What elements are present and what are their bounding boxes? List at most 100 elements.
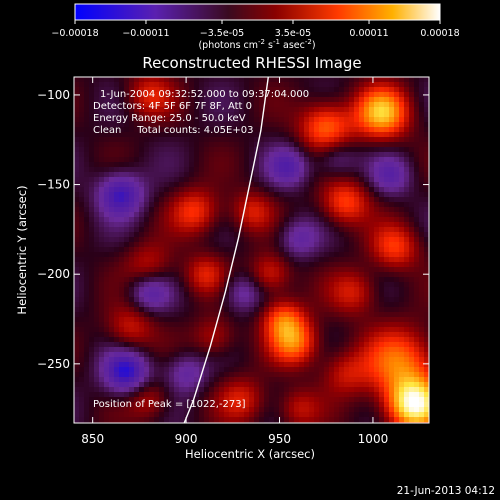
heatmap-cell [294, 167, 300, 173]
heatmap-cell [104, 207, 110, 213]
heatmap-cell [169, 182, 175, 188]
heatmap-cell [424, 157, 429, 163]
heatmap-cell [414, 177, 420, 183]
heatmap-cell [344, 367, 350, 373]
heatmap-cell [284, 77, 290, 83]
heatmap-cell [289, 267, 295, 273]
heatmap-cell [219, 172, 225, 178]
heatmap-cell [359, 157, 365, 163]
heatmap-cell [94, 87, 100, 93]
heatmap-cell [319, 162, 325, 168]
heatmap-cell [204, 277, 210, 283]
heatmap-cell [399, 337, 405, 343]
heatmap-cell [364, 342, 370, 348]
heatmap-cell [294, 347, 300, 353]
heatmap-cell [404, 172, 410, 178]
heatmap-cell [234, 317, 240, 323]
heatmap-cell [279, 247, 285, 253]
heatmap-cell [274, 402, 280, 408]
heatmap-cell [94, 382, 100, 388]
heatmap-cell [109, 117, 115, 123]
heatmap-cell [189, 92, 195, 98]
heatmap-cell [194, 372, 200, 378]
heatmap-cell [304, 187, 310, 193]
heatmap-cell [309, 277, 315, 283]
heatmap-cell [329, 157, 335, 163]
heatmap-cell [189, 97, 195, 103]
heatmap-cell [224, 362, 230, 368]
heatmap-cell [109, 207, 115, 213]
heatmap-cell [304, 372, 310, 378]
heatmap-cell [164, 137, 170, 143]
heatmap-cell [159, 187, 165, 193]
heatmap-cell [184, 182, 190, 188]
heatmap-cell [369, 382, 375, 388]
heatmap-cell [359, 152, 365, 158]
heatmap-cell [309, 357, 315, 363]
heatmap-cell [99, 122, 105, 128]
heatmap-cell [159, 87, 165, 93]
heatmap-cell [349, 187, 355, 193]
heatmap-cell [404, 372, 410, 378]
heatmap-cell [289, 377, 295, 383]
heatmap-cell [314, 327, 320, 333]
heatmap-cell [169, 177, 175, 183]
heatmap-cell [204, 202, 210, 208]
heatmap-cell [209, 202, 215, 208]
heatmap-cell [149, 297, 155, 303]
heatmap-cell [354, 302, 360, 308]
heatmap-cell [179, 207, 185, 213]
heatmap-cell [164, 397, 170, 403]
heatmap-cell [159, 247, 165, 253]
heatmap-cell [384, 127, 390, 133]
heatmap-cell [209, 317, 215, 323]
heatmap-cell [279, 147, 285, 153]
heatmap-cell [339, 247, 345, 253]
heatmap-cell [154, 277, 160, 283]
heatmap-cell [99, 172, 105, 178]
heatmap-cell [374, 232, 380, 238]
heatmap-cell [249, 242, 255, 248]
heatmap-cell [334, 237, 340, 243]
heatmap-cell [409, 117, 415, 123]
heatmap-cell [99, 312, 105, 318]
heatmap-cell [419, 372, 425, 378]
heatmap-cell [279, 392, 285, 398]
heatmap-cell [89, 417, 95, 423]
heatmap-cell [364, 202, 370, 208]
heatmap-cell [234, 117, 240, 123]
heatmap-cell [299, 382, 305, 388]
heatmap-cell [329, 387, 335, 393]
heatmap-cell [119, 237, 125, 243]
heatmap-cell [374, 372, 380, 378]
heatmap-cell [74, 212, 80, 218]
heatmap-cell [404, 187, 410, 193]
heatmap-cell [369, 112, 375, 118]
heatmap-cell [164, 122, 170, 128]
heatmap-cell [294, 147, 300, 153]
heatmap-cell [144, 237, 150, 243]
heatmap-cell [359, 352, 365, 358]
heatmap-cell [304, 242, 310, 248]
heatmap-cell [99, 267, 105, 273]
heatmap-cell [209, 97, 215, 103]
heatmap-cell [199, 122, 205, 128]
heatmap-cell [139, 367, 145, 373]
heatmap-cell [304, 117, 310, 123]
heatmap-cell [139, 277, 145, 283]
heatmap-cell [189, 397, 195, 403]
heatmap-cell [414, 132, 420, 138]
heatmap-cell [299, 322, 305, 328]
heatmap-cell [309, 137, 315, 143]
heatmap-cell [114, 222, 120, 228]
heatmap-cell [324, 307, 330, 313]
heatmap-cell [424, 192, 429, 198]
heatmap-cell [94, 247, 100, 253]
heatmap-cell [84, 182, 90, 188]
heatmap-cell [259, 322, 265, 328]
heatmap-cell [194, 402, 200, 408]
heatmap-cell [214, 382, 220, 388]
heatmap-cell [279, 327, 285, 333]
heatmap-cell [179, 232, 185, 238]
heatmap-cell [284, 92, 290, 98]
